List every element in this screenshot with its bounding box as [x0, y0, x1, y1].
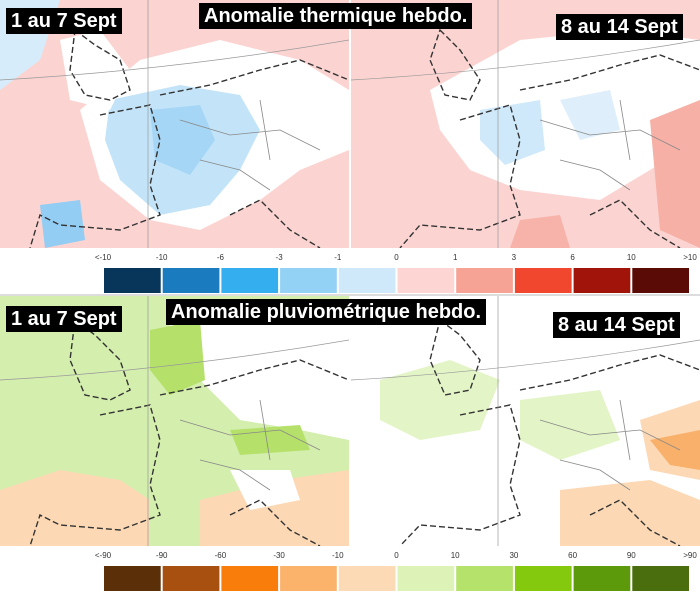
legend-swatch [397, 566, 455, 591]
period-label: 1 au 7 Sept [6, 306, 122, 332]
legend-swatch [573, 268, 631, 293]
legend-label: 0 [394, 551, 399, 560]
legend-swatch [280, 566, 337, 591]
legend-label: -10 [156, 253, 168, 262]
legend-label: 1 [453, 253, 458, 262]
legend-swatch [104, 268, 161, 293]
legend-swatch [221, 268, 279, 293]
panel-title: Anomalie thermique hebdo. [199, 3, 473, 29]
legend-label: -60 [215, 551, 227, 560]
legend-swatch [632, 566, 689, 591]
map-rain-week1 [0, 296, 349, 546]
legend-swatch [632, 268, 689, 293]
period-label: 8 au 14 Sept [556, 14, 683, 40]
legend-label: 6 [570, 253, 575, 262]
legend-label: 90 [627, 551, 636, 560]
legend-label: -90 [156, 551, 168, 560]
map-temp-week1 [0, 0, 349, 248]
legend-label: 10 [627, 253, 636, 262]
legend-swatch [397, 268, 455, 293]
legend-swatch [514, 268, 572, 293]
legend-swatch [280, 268, 337, 293]
legend-swatch [456, 566, 513, 591]
map-temp-week2 [351, 0, 700, 248]
legend-label: -10 [332, 551, 344, 560]
legend-label: -30 [273, 551, 285, 560]
legend-swatch [338, 268, 396, 293]
legend-swatch [514, 566, 572, 591]
legend-label: 0 [394, 253, 399, 262]
legend-label: -1 [334, 253, 342, 262]
legend-label: -6 [217, 253, 225, 262]
legend-swatch [104, 566, 161, 591]
legend-label: <-10 [95, 253, 112, 262]
legend-label: 30 [509, 551, 518, 560]
panel-title: Anomalie pluviométrique hebdo. [166, 299, 487, 325]
legend-label: -3 [276, 253, 284, 262]
legend-label: 3 [512, 253, 517, 262]
legend-label: >10 [683, 253, 697, 262]
legend-label: >90 [683, 551, 697, 560]
period-label: 8 au 14 Sept [553, 312, 680, 338]
legend-swatch [162, 268, 220, 293]
legend-label: <-90 [95, 551, 112, 560]
legend-swatch [162, 566, 220, 591]
period-label: 1 au 7 Sept [6, 8, 122, 34]
legend-label: 60 [568, 551, 577, 560]
legend-swatch [573, 566, 631, 591]
legend-swatch [221, 566, 279, 591]
legends: <-10 -10 -6 -3 -1 0 1 3 6 10 >10<-90 -90 -60 -30 -10 0 1… [95, 253, 697, 591]
legend-swatch [456, 268, 513, 293]
legend-swatch [338, 566, 396, 591]
legend-label: 10 [451, 551, 460, 560]
